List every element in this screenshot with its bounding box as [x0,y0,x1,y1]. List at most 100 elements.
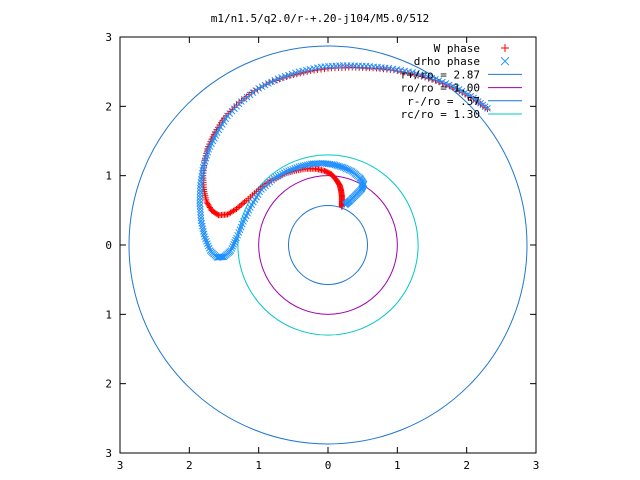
legend-item-rc-ro-1-30: rc/ro = 1.30 [401,108,522,121]
legend-item-drho-phase: drho phase [414,55,510,68]
legend-label: rc/ro = 1.30 [401,108,480,121]
data-point [196,200,204,207]
data-point [199,225,207,233]
y-tick-label: 3 [105,31,112,44]
legend-label: ro/ro = 1.00 [401,82,480,95]
data-point [274,172,282,180]
data-point [416,71,424,79]
data-point [420,72,428,80]
data-point [201,233,208,241]
data-point [261,81,269,89]
data-point [291,164,299,172]
x-tick-label: 3 [117,459,124,472]
data-point [200,228,207,235]
legend-swatch [500,56,510,66]
legend-label: W phase [434,42,480,55]
x-tick-label: 3 [533,459,540,472]
y-tick-label: 3 [105,447,112,460]
data-point [445,81,453,89]
data-point [255,84,263,92]
data-point [228,245,236,252]
data-point [442,80,450,87]
data-point [205,244,213,252]
data-point [287,166,294,174]
data-point [285,167,292,175]
data-point [198,220,206,227]
legend-item-ro-ro-1-00: ro/ro = 1.00 [401,82,522,95]
x-tick-label: 1 [255,459,262,472]
data-point [196,191,204,198]
data-point [258,83,266,91]
x-tick-label: 2 [463,459,470,472]
data-point [439,78,446,86]
legend-label: r-/ro = .57 [407,95,480,108]
data-point [232,236,239,244]
data-point [197,208,204,216]
circle-r-ro-2-87 [128,45,528,445]
x-tick-label: 1 [394,459,401,472]
data-point [303,161,311,169]
data-point [280,169,288,177]
data-point [268,78,275,86]
data-point [305,160,313,168]
circle-ro-ro-1-00 [258,175,398,315]
data-point [295,163,303,171]
data-point [413,70,420,77]
data-point [196,197,204,204]
data-point [297,162,305,170]
data-point [203,237,210,245]
legend-item-w-phase: W phase [434,42,509,55]
data-point [197,211,205,219]
data-point [204,242,212,250]
data-point [299,162,307,170]
data-point [301,161,309,169]
data-point [265,80,272,87]
data-point [283,168,290,175]
data-point [196,188,204,195]
chart-title: m1/n1.5/q2.0/r-+.20-j104/M5.0/512 [211,12,430,25]
data-point [202,235,209,243]
x-tick-label: 0 [325,459,332,472]
series-drho-phase [196,62,491,261]
data-point [230,240,238,248]
data-point [424,73,432,81]
data-point [435,77,443,85]
data-point [196,202,204,210]
y-tick-label: 0 [105,239,112,252]
legend-swatch [501,44,509,52]
data-point [196,185,204,192]
legend-item-r-ro-57: r-/ro = .57 [407,95,522,108]
data-point [233,234,240,242]
data-point [272,173,280,181]
data-point [289,165,296,173]
data-point [276,171,284,179]
data-point [204,240,211,247]
data-point [200,230,208,238]
series-layer [196,62,491,261]
data-point [231,238,238,246]
data-point [322,168,329,175]
data-point [308,160,315,168]
circle-r-ro-57 [287,204,369,286]
legend-item-r-ro-2-87: r+/ro = 2.87 [401,68,522,81]
data-point [449,82,457,90]
data-point [197,214,205,222]
data-point [271,76,279,84]
legend-label: r+/ro = 2.87 [401,68,480,81]
data-point [198,222,206,230]
data-point [293,164,301,171]
data-point [229,243,237,250]
legend-label: drho phase [414,55,480,68]
y-tick-label: 2 [105,100,112,113]
y-tick-label: 1 [105,308,112,321]
data-point [428,74,436,82]
data-point [484,105,491,112]
circle-rc-ro-1-30 [237,154,419,336]
data-point [278,170,286,178]
circles-layer [128,45,528,445]
data-point [196,194,204,201]
